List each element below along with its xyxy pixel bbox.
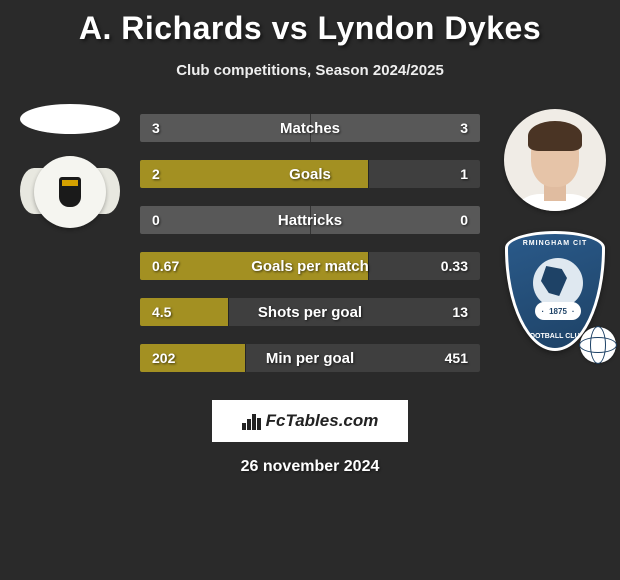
stat-bar-left <box>140 206 310 234</box>
stat-row: 00Hattricks <box>140 206 480 234</box>
stat-bar-right <box>310 206 480 234</box>
stat-value-right: 1 <box>460 160 468 188</box>
subtitle: Club competitions, Season 2024/2025 <box>0 62 620 79</box>
stat-value-left: 0.67 <box>152 252 179 280</box>
stat-bar-right <box>228 298 480 326</box>
player-left-photo-placeholder <box>20 104 120 134</box>
stat-row: 21Goals <box>140 160 480 188</box>
player-right-photo <box>504 109 606 211</box>
stat-bar-right <box>310 114 480 142</box>
stat-value-left: 2 <box>152 160 160 188</box>
player-right-column: RMINGHAM CIT ·1875· FOOTBALL CLUB <box>500 109 610 361</box>
stat-bar-left <box>140 160 368 188</box>
site-name: FcTables.com <box>266 411 379 431</box>
stat-value-right: 0.33 <box>441 252 468 280</box>
stat-value-left: 3 <box>152 114 160 142</box>
club-crest-right: RMINGHAM CIT ·1875· FOOTBALL CLUB <box>500 231 610 361</box>
stat-value-right: 3 <box>460 114 468 142</box>
stat-row: 0.670.33Goals per match <box>140 252 480 280</box>
globe-icon <box>533 258 583 308</box>
crest-top-text: RMINGHAM CIT <box>508 240 602 247</box>
stat-row: 4.513Shots per goal <box>140 298 480 326</box>
club-crest-left <box>20 154 120 230</box>
page-title: A. Richards vs Lyndon Dykes <box>0 0 620 47</box>
crest-year-ribbon: ·1875· <box>535 302 581 320</box>
stat-value-right: 451 <box>445 344 468 372</box>
football-icon <box>580 327 616 363</box>
stat-row: 202451Min per goal <box>140 344 480 372</box>
stat-row: 33Matches <box>140 114 480 142</box>
footer-date: 26 november 2024 <box>0 458 620 476</box>
stat-value-left: 202 <box>152 344 175 372</box>
stat-bar-left <box>140 114 310 142</box>
comparison-panel: 33Matches21Goals00Hattricks0.670.33Goals… <box>0 104 620 394</box>
stat-value-left: 4.5 <box>152 298 171 326</box>
stat-value-right: 13 <box>452 298 468 326</box>
site-badge: FcTables.com <box>212 400 408 442</box>
stat-value-right: 0 <box>460 206 468 234</box>
player-left-column <box>15 104 125 230</box>
stat-bars: 33Matches21Goals00Hattricks0.670.33Goals… <box>140 114 480 390</box>
stat-value-left: 0 <box>152 206 160 234</box>
fctables-logo: FcTables.com <box>242 411 379 431</box>
